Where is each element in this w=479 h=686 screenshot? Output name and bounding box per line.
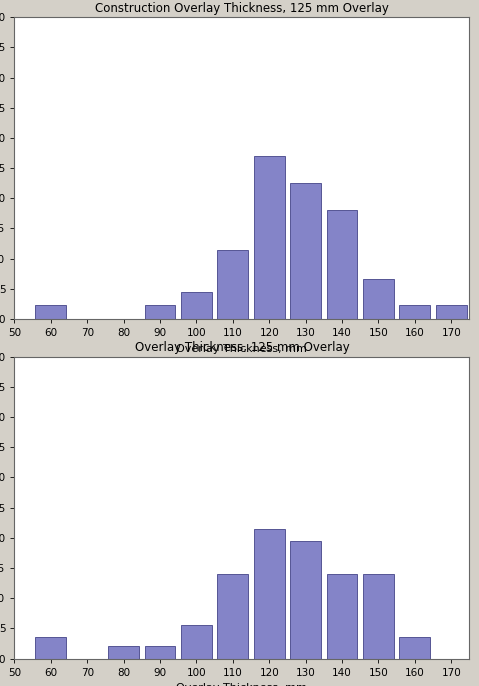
- Bar: [217, 250, 248, 319]
- Bar: [399, 637, 430, 659]
- X-axis label: Overlay Thickness, mm: Overlay Thickness, mm: [176, 683, 308, 686]
- Bar: [254, 156, 285, 319]
- Title: Overlay Thickness, 125 mm Overlay: Overlay Thickness, 125 mm Overlay: [135, 341, 349, 354]
- Bar: [327, 574, 357, 659]
- Bar: [181, 292, 212, 319]
- Bar: [181, 626, 212, 659]
- Bar: [290, 183, 321, 319]
- Bar: [35, 305, 66, 319]
- Bar: [290, 541, 321, 659]
- Bar: [436, 305, 467, 319]
- Bar: [108, 646, 139, 659]
- Bar: [363, 574, 394, 659]
- Bar: [399, 305, 430, 319]
- Bar: [327, 211, 357, 319]
- Bar: [254, 529, 285, 659]
- X-axis label: Overlay Thickness, mm: Overlay Thickness, mm: [176, 344, 308, 353]
- Title: Construction Overlay Thickness, 125 mm Overlay: Construction Overlay Thickness, 125 mm O…: [95, 1, 389, 14]
- Bar: [35, 637, 66, 659]
- Bar: [145, 305, 175, 319]
- Bar: [363, 279, 394, 319]
- Bar: [217, 574, 248, 659]
- Bar: [145, 646, 175, 659]
